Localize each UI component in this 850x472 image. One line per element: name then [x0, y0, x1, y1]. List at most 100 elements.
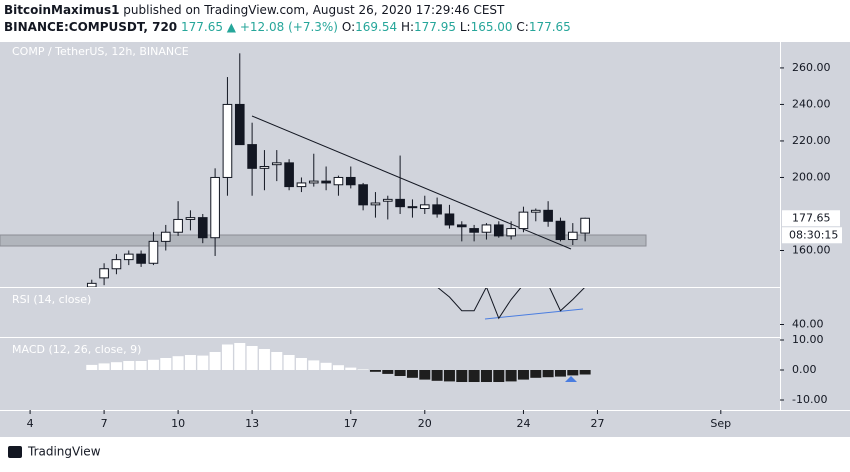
candle-body: [247, 144, 257, 169]
candle-body: [160, 231, 171, 242]
macd-bar: [431, 370, 443, 381]
x-tick-label: 24: [516, 417, 530, 430]
l: 165.00: [471, 20, 513, 34]
macd-bar: [505, 370, 517, 382]
macd-bar: [110, 362, 122, 371]
support-zone: [0, 234, 647, 247]
change: +12.08 (+7.3%): [240, 20, 338, 34]
macd-bar: [160, 358, 172, 371]
footer-logo: TradingView: [8, 445, 101, 459]
y-tick-label: 40.00: [792, 318, 824, 331]
trend-line: [251, 115, 572, 250]
candle-body: [370, 202, 381, 206]
candle-body: [555, 220, 566, 241]
x-tick-label: 4: [27, 417, 34, 430]
macd-bar: [308, 360, 320, 371]
candle-body: [197, 217, 208, 239]
candle-body: [567, 231, 578, 241]
macd-bar: [147, 359, 159, 371]
candle-body: [469, 228, 479, 233]
y-tick-label: 10.00: [792, 333, 824, 346]
candle-body: [333, 176, 344, 186]
candle-body: [173, 218, 183, 233]
divergence-line: [484, 308, 584, 320]
x-tick-label: 20: [418, 417, 432, 430]
author-name: BitcoinMaximus1: [4, 3, 119, 17]
x-tick-label: 7: [101, 417, 108, 430]
h-label: H:: [401, 20, 414, 34]
symbol: BINANCE:COMPUSDT, 720: [4, 20, 177, 34]
macd-bar: [579, 370, 591, 375]
candle-body: [296, 182, 307, 188]
logo-icon: [8, 446, 22, 458]
x-tick-label: 13: [245, 417, 259, 430]
macd-bar: [542, 370, 554, 378]
macd-bar: [332, 365, 344, 371]
candle-body: [543, 209, 553, 222]
y-tick-label: 220.00: [792, 134, 831, 147]
y-tick-label: 160.00: [792, 243, 831, 256]
x-tick-label: 17: [344, 417, 358, 430]
candle-body: [271, 162, 282, 166]
candle-body: [506, 228, 516, 237]
rsi-line: [437, 288, 585, 320]
macd-bar: [172, 356, 184, 371]
o-label: O:: [342, 20, 355, 34]
candle-body: [580, 217, 590, 234]
candle-body: [148, 240, 159, 264]
candle-body: [432, 204, 442, 215]
macd-bar: [382, 370, 394, 374]
candle-body: [136, 253, 146, 264]
candle-body: [259, 166, 270, 169]
rsi-pane: [437, 288, 585, 320]
macd-bar: [394, 370, 406, 377]
macd-bar: [369, 370, 381, 372]
y-tick-label: 240.00: [792, 97, 831, 110]
candle-body: [493, 224, 504, 237]
macd-bar: [197, 355, 209, 371]
candle-body: [530, 209, 541, 213]
macd-bar: [258, 349, 270, 371]
y-tick-label: 0.00: [792, 363, 817, 376]
y-tick-label: 260.00: [792, 61, 831, 74]
macd-bar: [221, 344, 233, 371]
candle-body: [395, 198, 405, 208]
countdown: 08:30:15: [789, 228, 838, 241]
candle-body: [210, 176, 220, 239]
symbol-line: BINANCE:COMPUSDT, 720 177.65 ▲ +12.08 (+…: [4, 20, 571, 34]
candle-body: [234, 103, 245, 146]
last: 177.65: [181, 20, 223, 34]
c: 177.65: [529, 20, 571, 34]
l-label: L:: [460, 20, 471, 34]
candle-body: [185, 217, 196, 220]
x-tick-label: 27: [590, 417, 604, 430]
candle-body: [518, 211, 529, 230]
macd-bar: [86, 364, 98, 371]
candle-body: [407, 206, 418, 209]
main-pane: [86, 53, 590, 287]
macd-bar: [246, 346, 258, 371]
macd-bar: [320, 362, 332, 371]
candle-body: [99, 268, 109, 279]
macd-bar: [234, 343, 246, 371]
macd-bar: [480, 370, 492, 383]
h: 177.95: [414, 20, 456, 34]
last-price-tag: [782, 210, 840, 227]
macd-bar: [123, 361, 135, 371]
macd-bar: [554, 370, 566, 377]
macd-title: MACD (12, 26, close, 9): [12, 343, 141, 356]
macd-marker: [565, 376, 577, 382]
x-tick-label: Sep: [710, 417, 731, 430]
macd-bar: [468, 370, 480, 383]
macd-pane: [86, 343, 591, 383]
candle-body: [444, 213, 455, 226]
candle-body: [419, 204, 430, 209]
macd-bar: [357, 369, 369, 371]
y-tick-label: -10.00: [792, 393, 827, 406]
y-tick-label: 200.00: [792, 170, 831, 183]
candle-body: [123, 253, 134, 261]
macd-bar: [271, 352, 283, 371]
macd-bar: [517, 370, 529, 380]
candle-body: [382, 198, 393, 202]
